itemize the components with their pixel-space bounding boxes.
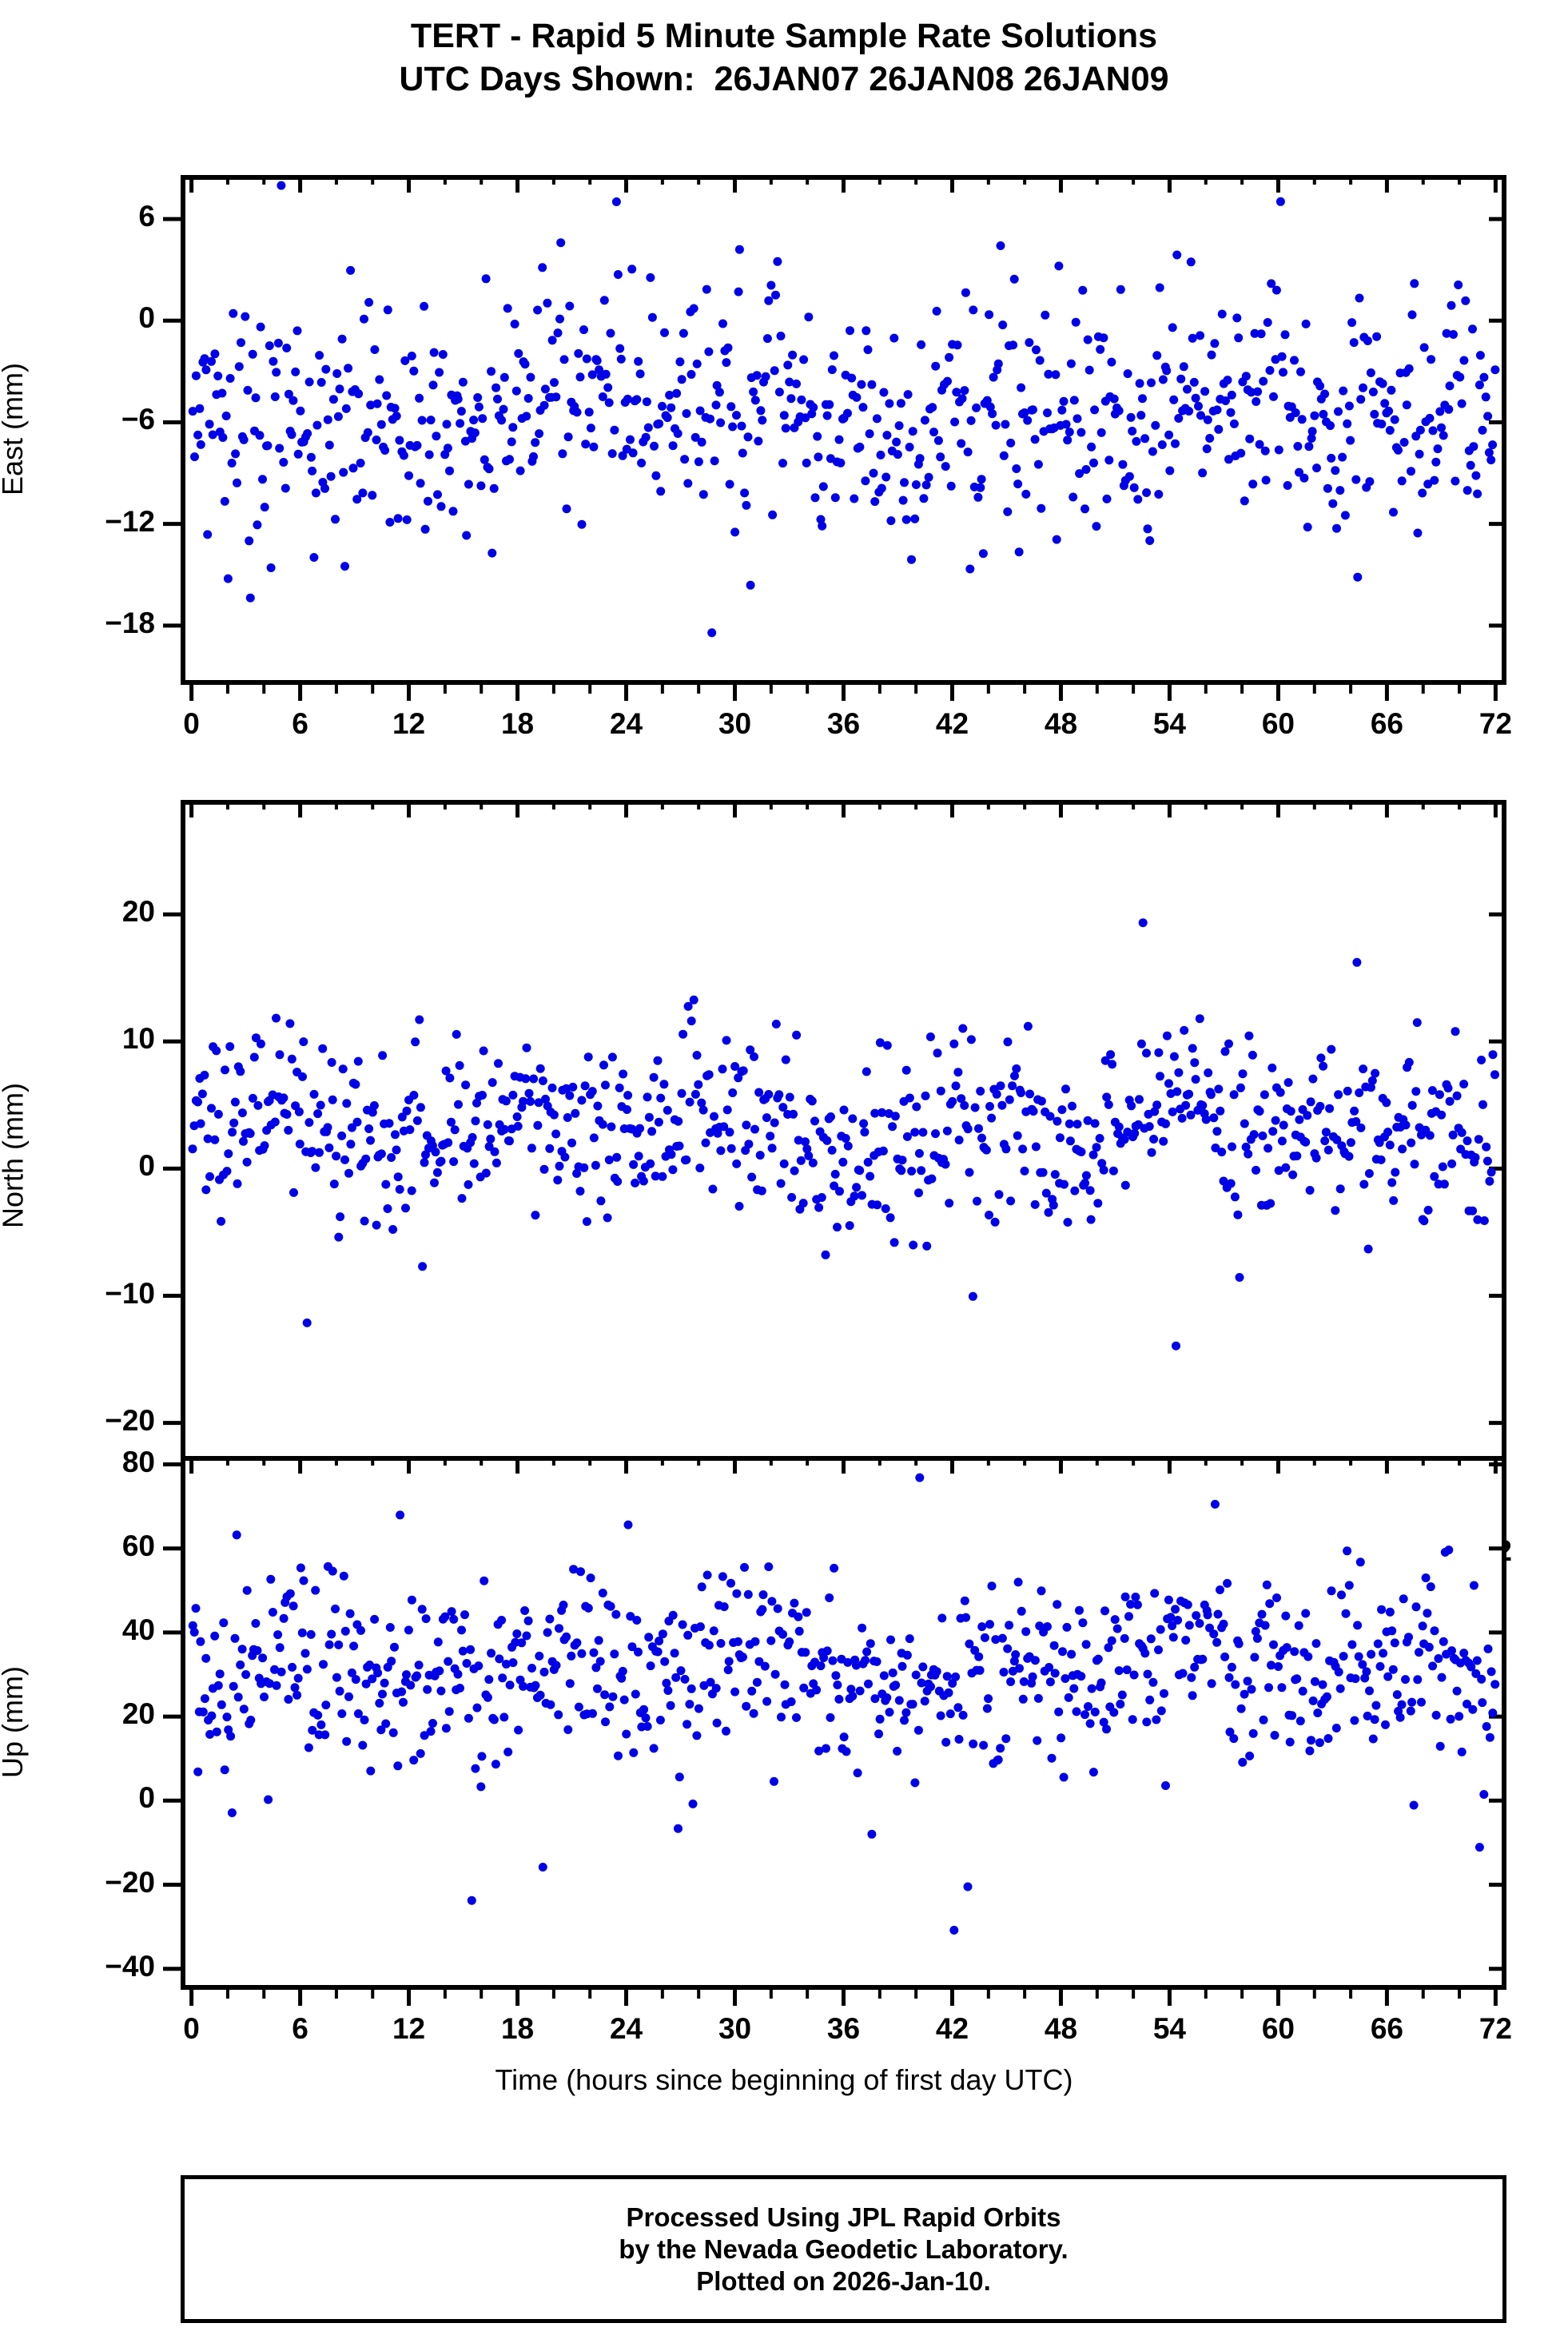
xtick-label-east-6: 36: [826, 707, 861, 740]
ytick-label-east-1: 0: [138, 301, 155, 335]
xtick-label-east-1: 6: [292, 707, 308, 740]
ytick-label-north-2: 0: [138, 1149, 155, 1183]
ytick-label-up-2: 40: [121, 1613, 155, 1646]
xtick-label-east-3: 18: [500, 707, 535, 740]
xtick-label-up-2: 12: [392, 2012, 426, 2045]
xtick-label-up-4: 24: [609, 2012, 643, 2045]
xtick-label-east-0: 0: [183, 707, 200, 740]
ytick-label-up-0: 80: [121, 1445, 155, 1478]
xtick-label-up-11: 66: [1370, 2012, 1403, 2045]
xtick-label-up-7: 42: [935, 2012, 969, 2045]
xtick-label-up-1: 6: [292, 2012, 308, 2045]
ytick-label-north-4: −20: [105, 1403, 155, 1437]
xtick-label-up-6: 36: [826, 2012, 861, 2045]
xtick-label-up-0: 0: [183, 2012, 200, 2045]
footer-line-2: by the Nevada Geodetic Laboratory.: [619, 2234, 1069, 2264]
data-points-east: [188, 181, 1500, 638]
ytick-label-east-2: −6: [121, 403, 155, 436]
xtick-label-up-8: 48: [1044, 2012, 1078, 2045]
plot-frame-east: [181, 175, 1506, 685]
xtick-label-up-10: 60: [1261, 2012, 1295, 2045]
ytick-label-up-3: 20: [121, 1697, 155, 1731]
xtick-label-up-12: 72: [1478, 2012, 1512, 2045]
data-points-up: [188, 1473, 1500, 1935]
xtick-label-east-8: 48: [1044, 707, 1078, 740]
ytick-label-north-3: −10: [105, 1276, 155, 1310]
data-points-north: [188, 918, 1499, 1351]
footer-line-1: Processed Using JPL Rapid Orbits: [626, 2202, 1061, 2232]
xtick-label-east-2: 12: [392, 707, 426, 740]
ytick-label-east-4: −18: [105, 606, 155, 639]
plot-frame-up: [181, 1456, 1506, 1990]
xtick-label-east-5: 30: [718, 707, 752, 740]
xtick-label-east-12: 72: [1478, 707, 1512, 740]
y-axis-title-up: Up (mm): [0, 1666, 29, 1778]
ytick-label-up-6: −40: [105, 1949, 155, 1983]
xtick-label-east-10: 60: [1261, 707, 1295, 740]
title-line-1: TERT - Rapid 5 Minute Sample Rate Soluti…: [410, 17, 1158, 55]
xtick-label-east-9: 54: [1152, 707, 1187, 740]
xtick-label-up-5: 30: [718, 2012, 752, 2045]
chart-title: TERT - Rapid 5 Minute Sample Rate Soluti…: [0, 14, 1568, 101]
xtick-label-east-11: 66: [1370, 707, 1403, 740]
ytick-label-up-1: 60: [121, 1529, 155, 1562]
ytick-label-up-5: −20: [105, 1865, 155, 1899]
ytick-label-up-4: 0: [138, 1781, 155, 1815]
x-axis-title: Time (hours since beginning of first day…: [495, 2063, 1073, 2096]
ytick-label-east-0: 6: [138, 200, 155, 233]
ytick-label-north-1: 10: [121, 1022, 155, 1056]
xtick-label-up-3: 18: [500, 2012, 535, 2045]
xtick-label-up-9: 54: [1152, 2012, 1187, 2045]
title-line-2: UTC Days Shown: 26JAN07 26JAN08 26JAN09: [399, 60, 1169, 98]
footer-line-3: Plotted on 2026-Jan-10.: [696, 2265, 991, 2296]
plot-frame-north: [181, 800, 1506, 1512]
ytick-label-east-3: −12: [105, 504, 155, 538]
ytick-label-north-0: 20: [121, 895, 155, 929]
footer-box: Processed Using JPL Rapid Orbits by the …: [181, 2175, 1506, 2323]
xtick-label-east-4: 24: [609, 707, 643, 740]
xtick-label-east-7: 42: [935, 707, 969, 740]
